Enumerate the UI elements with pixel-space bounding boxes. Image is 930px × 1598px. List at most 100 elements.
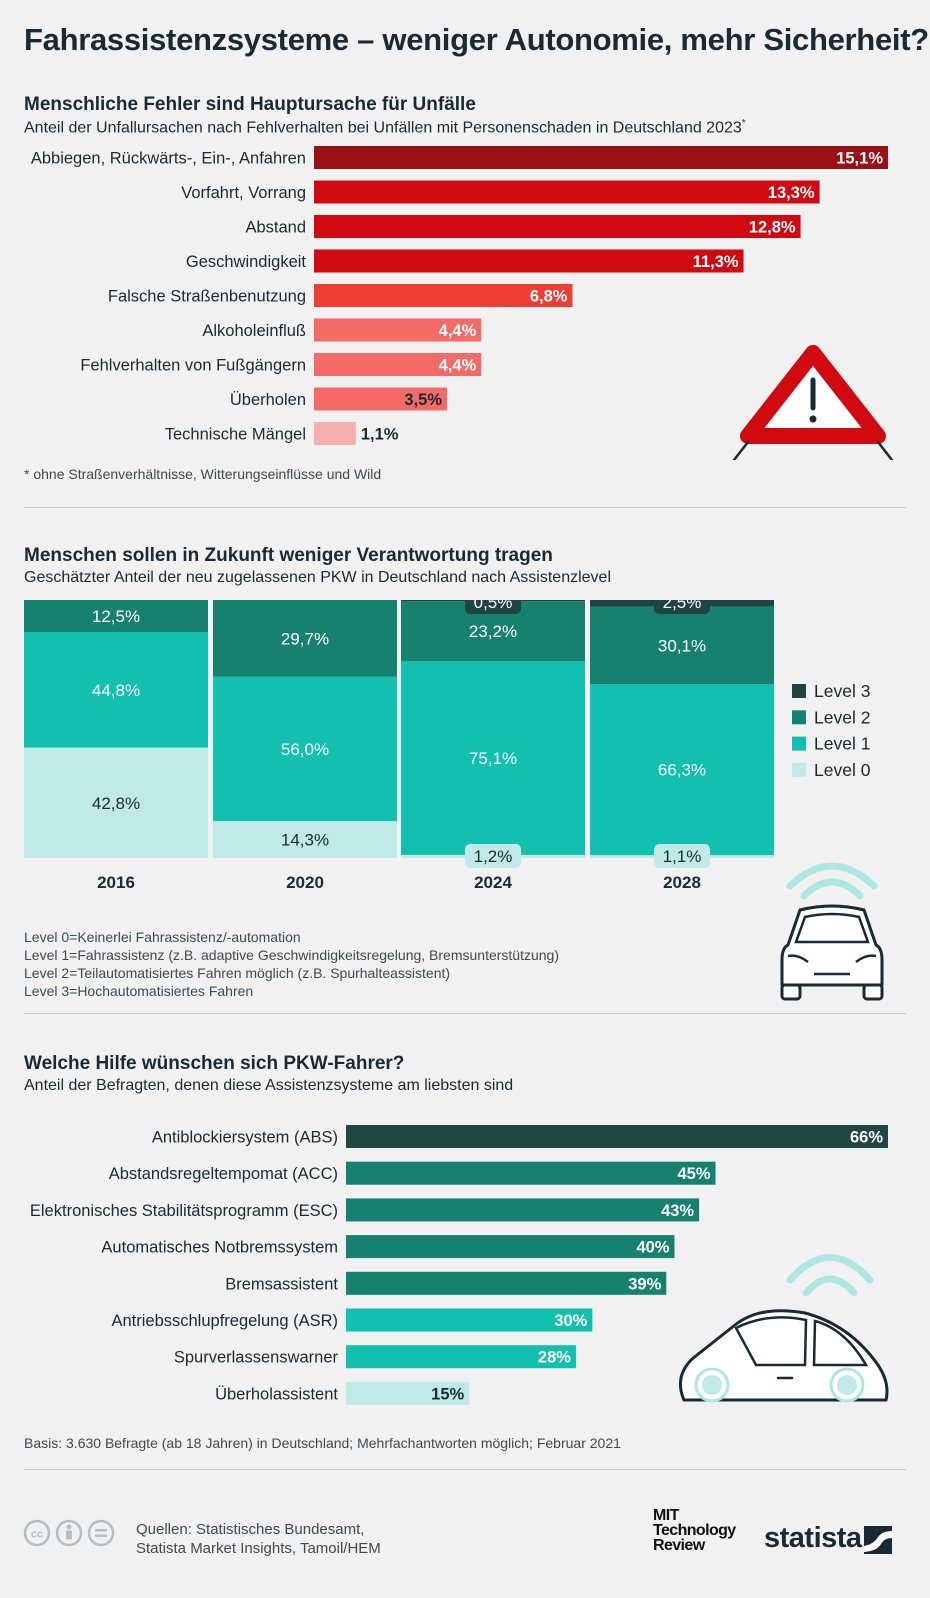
bar-geschwindigkeit [314,249,744,273]
segment-level-1-2020 [213,676,397,822]
data-label: 29,7% [281,629,329,648]
category-label: Überholassistent [215,1385,338,1403]
data-label: 66% [850,1129,883,1147]
data-label: 13,3% [768,184,815,202]
level-definition: Level 3=Hochautomatisiertes Fahren [24,983,254,999]
segment-level-1-2028 [590,684,774,856]
data-label: 12,8% [749,219,796,237]
logo-line: Technology [653,1522,736,1539]
car-front-icon [780,862,884,1001]
level-definitions: Level 0=Keinerlei Fahrassistenz/-automat… [24,928,559,1000]
segment-level-1-2024 [401,661,585,855]
sources-line: Quellen: Statistisches Bundesamt, [136,1521,365,1538]
category-label: Spurverlassenswarner [174,1349,339,1367]
data-label: 75,1% [469,749,517,768]
x-tick-label: 2024 [474,873,512,892]
section3-subtitle: Anteil der Befragten, denen diese Assist… [24,1077,514,1094]
data-label: 30,1% [658,636,706,655]
data-label-badge [654,844,710,868]
license-icons: cc [23,1519,115,1547]
data-label: 15% [431,1385,464,1403]
bar-antiblockiersystem-abs [346,1125,888,1148]
data-label: 39% [628,1275,661,1293]
bar-spurverlassenswarner [346,1345,576,1369]
bar-antriebsschlupfregelung-asr [346,1308,593,1332]
x-tick-label: 2016 [97,873,135,892]
survey-basis: Basis: 3.630 Befragte (ab 18 Jahren) in … [24,1435,621,1451]
level-definition: Level 2=Teilautomatisiertes Fahren mögli… [24,965,451,981]
statista-logo-icon [864,1526,892,1554]
category-label: Fehlverhalten von Fußgängern [80,357,306,375]
nd-icon [87,1519,115,1547]
data-label: 1,1% [361,426,399,444]
segment-level-2-2028 [590,606,774,685]
category-label: Antriebsschlupfregelung (ASR) [111,1312,338,1330]
data-label: 42,8% [92,794,140,813]
bar-fehlverhalten-von-fu-g-ngern [314,353,482,376]
data-label: 28% [538,1349,571,1367]
category-label: Überholen [230,391,306,409]
segment-level-2-2020 [213,600,397,677]
chart-legend: Level 3 Level 2 Level 1 Level 0 [792,681,871,780]
data-label: 44,8% [92,681,140,700]
statista-logo-text: statista [764,1522,862,1554]
data-label: 30% [554,1312,587,1330]
bar-abstand [314,215,801,238]
data-label: 12,5% [92,607,140,626]
legend-swatch-level-1 [792,736,806,751]
mit-technology-review-logo: MIT Technology Review [653,1508,736,1554]
data-label-badge [654,600,710,614]
data-label: 4,4% [439,357,477,375]
bar-alkoholeinflu [314,318,482,342]
segment-level-2-2016 [24,600,208,632]
category-label: Geschwindigkeit [186,253,307,271]
section1-subtitle-text: Anteil der Unfallursachen nach Fehlverha… [24,119,742,137]
warning-triangle-icon [732,345,894,460]
assistance-level-chart: 42,8% 44,8% 12,5% 2016 14,3% 56,0% 29,7% 2020 1,… [24,600,871,892]
bar-bremsassistent [346,1271,667,1295]
assistant-preference-chart: Antiblockiersystem (ABS) 66% Abstandsregel… [30,1125,889,1405]
data-label: 45% [678,1165,711,1183]
section1-footnote: * ohne Straßenverhältnisse, Witterungsei… [24,466,382,482]
data-label: 11,3% [693,253,739,271]
divider [24,1013,906,1014]
level-definition: Level 1=Fahrassistenz (z.B. adaptive Ges… [24,947,559,963]
data-label: 23,2% [469,622,517,641]
legend-label: Level 1 [814,734,870,754]
accident-cause-bars: Abbiegen, Rückwärts-, Ein-, Anfahren 15,1… [31,146,888,445]
bar-berholassistent [346,1381,470,1405]
accident-cause-chart: Abbiegen, Rückwärts-, Ein-, Anfahren 15,1… [31,146,894,460]
divider [24,507,906,508]
bar-vorfahrt-vorrang [314,180,820,204]
assistant-preference-bars: Antiblockiersystem (ABS) 66% Abstandsregel… [30,1125,888,1405]
section1-subtitle-mark: * [741,118,746,129]
data-label: 0,5% [474,600,513,612]
section1-subtitle: Anteil der Unfallursachen nach Fehlverha… [24,118,746,137]
data-label: 66,3% [658,761,706,780]
bar-berholen [314,387,448,411]
level-definition: Level 0=Keinerlei Fahrassistenz/-automat… [24,929,301,945]
x-tick-label: 2028 [663,873,701,892]
category-label: Automatisches Notbremssystem [101,1239,338,1257]
category-label: Abbiegen, Rückwärts-, Ein-, Anfahren [31,150,306,168]
section2-subtitle: Geschätzter Anteil der neu zugelassenen … [24,569,611,586]
legend-label: Level 3 [814,681,870,701]
sources: Quellen: Statistisches Bundesamt, Statis… [136,1520,381,1558]
bar-abbiegen-r-ckw-rts-ein-anfahren [314,146,888,169]
category-label: Bremsassistent [225,1275,338,1293]
bar-automatisches-notbremssystem [346,1235,675,1259]
legend-label: Level 0 [814,760,871,780]
by-icon [55,1519,83,1547]
data-label-badge [465,844,521,868]
data-label: 40% [636,1239,669,1257]
category-label: Abstandsregeltempomat (ACC) [109,1165,338,1183]
data-label: 14,3% [281,831,329,850]
category-label: Technische Mängel [165,426,306,444]
legend-swatch-level-2 [792,710,806,725]
data-label: 56,0% [281,740,329,759]
data-label: 3,5% [404,391,442,409]
page-title: Fahrassistenzsysteme – weniger Autonomie… [24,22,929,57]
bar-falsche-stra-enbenutzung [314,284,573,307]
segment-level-0-2016 [24,747,208,858]
legend-label: Level 2 [814,707,870,727]
